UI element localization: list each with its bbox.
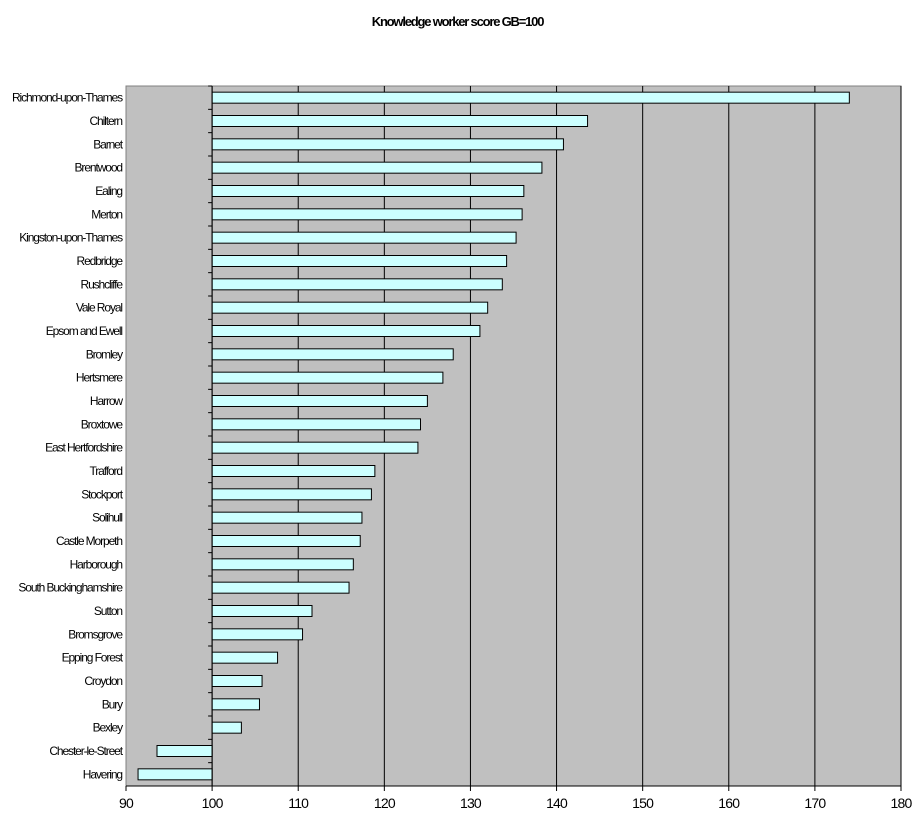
category-label: Harrow — [90, 394, 124, 408]
bar — [211, 605, 313, 617]
tick-label: 160 — [718, 795, 740, 811]
category-label: Ealing — [95, 184, 122, 198]
bar — [156, 745, 213, 757]
bar — [211, 698, 260, 711]
bar — [211, 628, 304, 641]
bar — [211, 511, 363, 524]
tick-label: 110 — [288, 795, 309, 811]
category-label: Merton — [91, 207, 122, 221]
tick-label: 130 — [460, 795, 482, 811]
category-label: Chiltern — [89, 114, 122, 128]
x-axis: 90 100 110 120 130 140 150 160 170 180 — [119, 785, 913, 811]
bar — [211, 208, 523, 221]
category-label: Vale Royal — [76, 301, 123, 315]
bar — [211, 675, 263, 687]
y-axis: Richmond-upon-Thames Chiltern Barnet Brentw… — [12, 85, 213, 787]
category-label: Broxtowe — [81, 417, 124, 431]
tick-label: 90 — [119, 795, 134, 811]
category-label: Barnet — [93, 137, 124, 151]
bar — [211, 441, 419, 454]
bar — [211, 371, 444, 384]
category-label: Chester-le-Street — [49, 744, 123, 758]
bar — [211, 255, 508, 267]
bars — [137, 91, 850, 781]
category-label: Richmond-upon-Thames — [12, 91, 123, 105]
category-label: Redbridge — [77, 254, 124, 268]
bar — [211, 278, 503, 291]
tick-label: 180 — [891, 795, 913, 811]
bar — [211, 535, 361, 547]
category-label: Bexley — [93, 721, 124, 735]
category-label: Brentwood — [75, 161, 123, 175]
category-label: Croydon — [84, 674, 122, 688]
category-label: Bury — [102, 697, 123, 711]
category-label: Epsom and Ewell — [46, 324, 123, 338]
category-label: Bromsgrove — [68, 627, 123, 641]
tick-label: 150 — [632, 795, 654, 811]
bar — [211, 115, 589, 127]
category-label: Havering — [83, 767, 123, 781]
category-label: Sutton — [94, 604, 123, 618]
bar — [211, 558, 354, 571]
bar — [211, 348, 454, 361]
category-label: Hertsmere — [76, 371, 124, 385]
bar — [211, 418, 421, 431]
bar — [211, 325, 481, 337]
bar — [211, 231, 517, 244]
grid-lines — [211, 86, 902, 786]
bar — [211, 581, 350, 594]
category-label: East Hertfordshire — [45, 441, 123, 455]
bar — [211, 721, 242, 734]
bar — [211, 488, 372, 501]
bar — [211, 185, 525, 197]
tick-label: 120 — [374, 795, 396, 811]
bar — [211, 651, 279, 664]
bar — [211, 301, 489, 314]
category-label: Harborough — [70, 557, 123, 571]
category-label: Stockport — [81, 487, 124, 501]
bar — [211, 395, 428, 407]
tick-label: 140 — [546, 795, 568, 811]
category-label: Epping Forest — [62, 651, 124, 665]
bar — [137, 768, 213, 781]
bar — [211, 465, 376, 477]
tick-label: 100 — [202, 795, 224, 811]
bar — [211, 161, 543, 174]
category-label: Bromley — [86, 347, 123, 361]
category-label: Kingston-upon-Thames — [19, 231, 123, 245]
bar — [211, 91, 850, 104]
category-label: Trafford — [89, 464, 122, 478]
category-label: South Buckinghamshire — [18, 581, 123, 595]
bar — [211, 138, 564, 151]
tick-label: 170 — [804, 795, 826, 811]
category-label: Rushcliffe — [81, 277, 124, 291]
category-label: Solihull — [92, 511, 122, 525]
chart-title: Knowledge worker score GB=100 — [371, 14, 545, 29]
category-label: Castle Morpeth — [56, 534, 122, 548]
